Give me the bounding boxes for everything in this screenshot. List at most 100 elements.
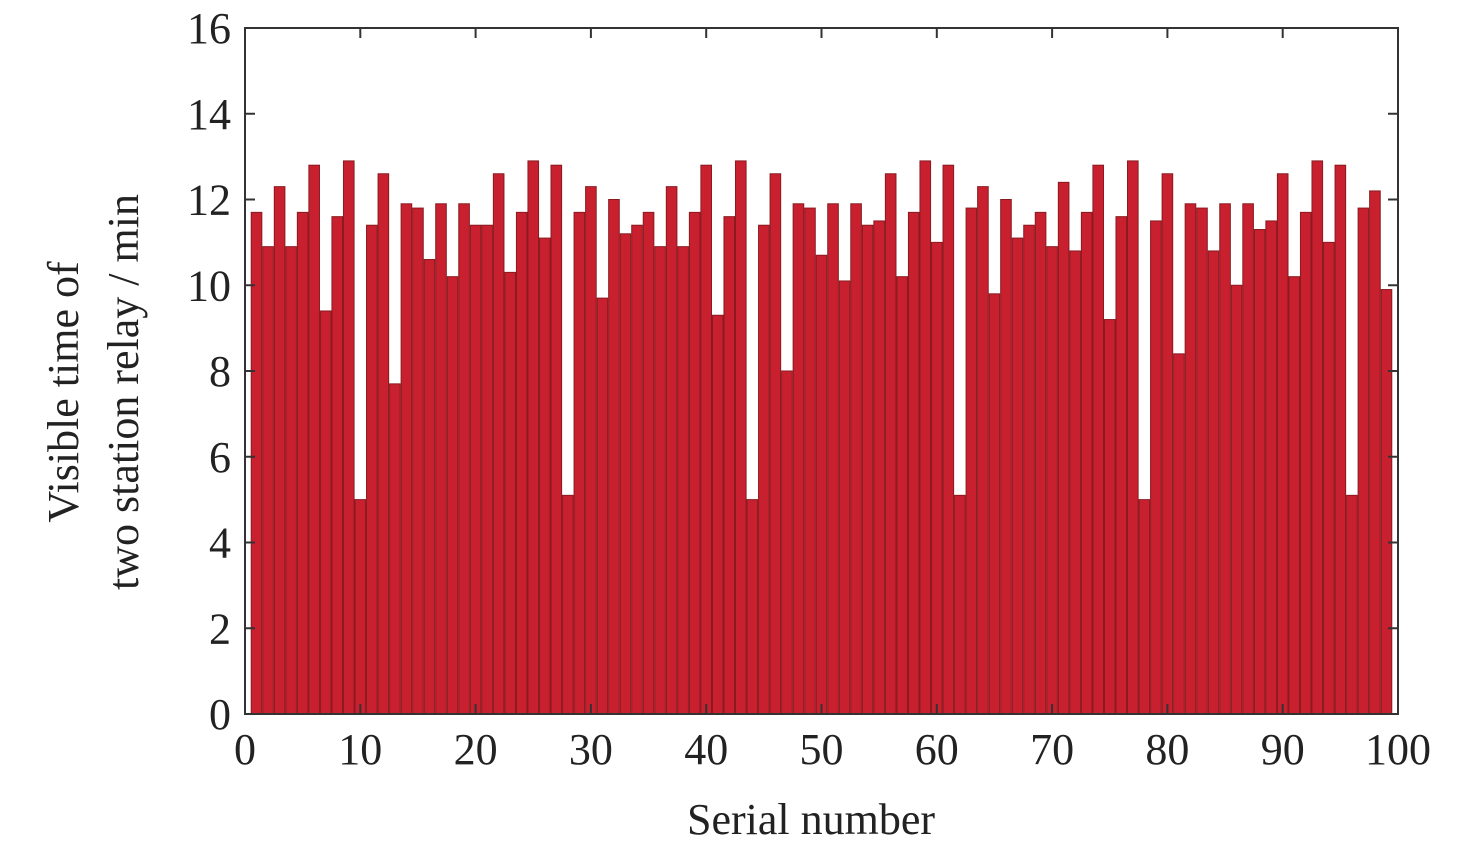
bar [1380, 289, 1393, 715]
bar [838, 280, 851, 715]
bar [1011, 237, 1024, 715]
x-tick-label: 50 [800, 725, 844, 774]
bar [1184, 203, 1197, 715]
bar [988, 293, 1001, 715]
bar [377, 173, 390, 715]
bar [1138, 499, 1151, 715]
bar [723, 216, 736, 715]
bar [873, 220, 885, 715]
bar [573, 211, 586, 715]
bar [1034, 211, 1047, 715]
bar [884, 173, 897, 715]
bar [1346, 494, 1358, 715]
bar [273, 186, 286, 715]
bar [412, 207, 424, 715]
bar [1369, 190, 1381, 715]
bar [792, 203, 805, 715]
bar [435, 203, 447, 715]
bar [850, 203, 862, 715]
bar [1288, 276, 1301, 715]
bar [1173, 353, 1185, 715]
bar [815, 254, 828, 715]
bar [758, 224, 770, 715]
bar [285, 246, 297, 715]
bar [781, 370, 793, 715]
bar [1103, 319, 1116, 715]
bar [469, 224, 482, 715]
y-tick-label: 2 [209, 604, 231, 653]
bar [734, 160, 747, 715]
y-tick-label: 10 [187, 261, 231, 310]
bar [700, 164, 713, 715]
bar [492, 173, 505, 715]
bar [642, 211, 655, 715]
bar [954, 494, 966, 715]
bar [608, 199, 620, 715]
x-tick-label: 10 [338, 725, 382, 774]
bar [527, 160, 540, 715]
bar [688, 211, 701, 715]
x-tick-label: 30 [569, 725, 613, 774]
bar [619, 233, 632, 715]
x-tick-label: 70 [1030, 725, 1074, 774]
y-axis-label: Visible time of [39, 261, 88, 523]
bar [481, 224, 493, 715]
bar [919, 160, 932, 715]
bar [342, 160, 355, 715]
bar [861, 224, 874, 715]
bar [262, 246, 274, 715]
bar [585, 186, 597, 715]
bar [354, 499, 367, 715]
bar [665, 186, 678, 715]
bar [1069, 250, 1081, 715]
bar [1023, 224, 1035, 715]
y-axis-label: two station relay / min [99, 194, 148, 590]
bar [907, 211, 920, 715]
bar [319, 310, 332, 715]
bar [515, 211, 528, 715]
bar [1253, 229, 1266, 715]
bar [654, 246, 666, 715]
bar [631, 224, 643, 715]
y-tick-label: 0 [209, 690, 231, 739]
bar [977, 186, 989, 715]
y-tick-label: 12 [187, 176, 231, 225]
bar [804, 207, 816, 715]
y-tick-label: 6 [209, 433, 231, 482]
bar [942, 164, 955, 715]
x-tick-label: 90 [1261, 725, 1305, 774]
bar [1242, 203, 1254, 715]
y-tick-label: 14 [187, 90, 231, 139]
bar [1207, 250, 1220, 715]
bar [446, 276, 459, 715]
bar [711, 314, 724, 715]
bar [1334, 164, 1347, 715]
bar [1127, 160, 1139, 715]
bar [331, 216, 344, 715]
bar [1323, 241, 1335, 715]
bar [1299, 211, 1312, 715]
x-tick-label: 20 [454, 725, 498, 774]
x-tick-label: 40 [684, 725, 728, 774]
bar [930, 241, 943, 715]
y-tick-label: 16 [187, 4, 231, 53]
bar [538, 237, 551, 715]
bar [1057, 181, 1070, 715]
bar [1115, 216, 1128, 715]
bar [1046, 246, 1058, 715]
bar [1265, 220, 1277, 715]
bar [250, 211, 263, 715]
bar [1276, 173, 1289, 715]
bar [827, 203, 839, 715]
y-tick-label: 4 [209, 519, 231, 568]
x-tick-label: 100 [1365, 725, 1431, 774]
bar [769, 173, 782, 715]
bar [389, 383, 401, 715]
bar [504, 271, 516, 715]
x-axis-label: Serial number [687, 795, 935, 844]
bar [746, 499, 759, 715]
bar [1092, 164, 1105, 715]
bar [1357, 207, 1370, 715]
